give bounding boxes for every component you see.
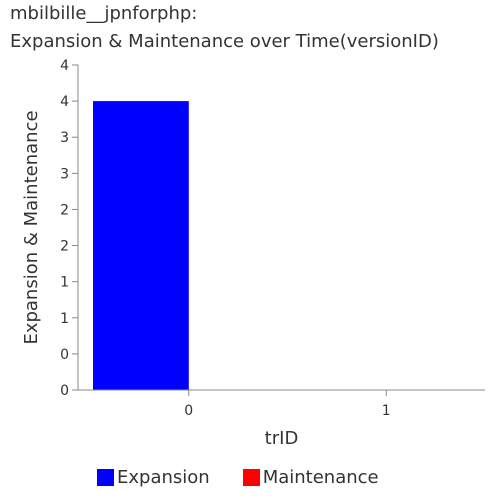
chart-title-line-1: mbilbille__jpnforphp: bbox=[10, 3, 198, 24]
x-axis-label: trID bbox=[265, 428, 299, 449]
chart-title-line-2: Expansion & Maintenance over Time(versio… bbox=[10, 31, 439, 52]
y-tick-label: 1 bbox=[60, 311, 69, 327]
legend-item-maintenance: Maintenance bbox=[242, 466, 379, 488]
y-tick-label: 4 bbox=[60, 58, 69, 74]
legend-label-expansion: Expansion bbox=[117, 466, 210, 488]
x-tick-label: 1 bbox=[382, 403, 391, 419]
y-tick-label: 0 bbox=[60, 383, 69, 399]
y-axis-label: Expansion & Maintenance bbox=[21, 110, 42, 344]
bars-group bbox=[93, 101, 189, 390]
y-tick-label: 2 bbox=[60, 202, 69, 218]
y-tick-label: 4 bbox=[60, 94, 69, 110]
y-tick-label: 3 bbox=[60, 130, 69, 146]
legend-swatch-maintenance bbox=[242, 468, 260, 486]
bar-expansion-0 bbox=[93, 101, 189, 390]
y-tick-label: 1 bbox=[60, 275, 69, 291]
y-tick-label: 2 bbox=[60, 239, 69, 255]
legend-item-expansion: Expansion bbox=[97, 467, 210, 488]
y-axis-ticks: 0 0 1 1 2 2 3 3 4 4 bbox=[60, 58, 78, 399]
y-tick-label: 3 bbox=[60, 166, 69, 182]
x-tick-label: 0 bbox=[184, 403, 193, 419]
legend-label-maintenance: Maintenance bbox=[262, 466, 379, 488]
legend: Expansion Maintenance bbox=[97, 465, 412, 489]
legend-swatch-expansion bbox=[97, 468, 114, 486]
y-tick-label: 0 bbox=[60, 347, 69, 363]
